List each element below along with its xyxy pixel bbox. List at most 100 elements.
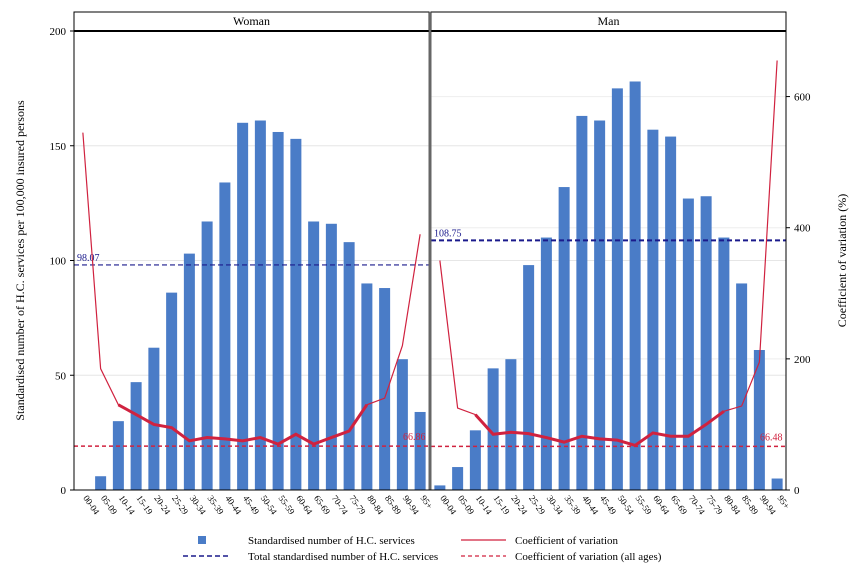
bar [558,187,570,490]
bar [594,120,606,490]
panel-title: Woman [233,14,270,28]
bar [219,182,231,490]
x-tick-label: 85-89 [383,493,404,516]
x-tick-label: 45-49 [241,493,262,516]
bar [148,347,160,490]
bar [396,359,408,490]
x-tick-label: 15-19 [134,493,155,516]
bar [540,237,552,490]
bar [487,368,499,490]
bar [130,382,142,490]
x-tick-label: 95+ [418,493,434,510]
x-tick-label: 50-54 [616,493,637,516]
x-tick-label: 30-34 [188,493,209,516]
x-tick-label: 25-29 [170,493,191,516]
y-tick-label: 50 [55,370,67,382]
x-tick-label: 90-94 [401,493,422,516]
bar [414,411,426,490]
cv-all-label: 66.86 [403,432,426,443]
y-tick-label: 0 [61,485,67,497]
bar [434,485,446,490]
x-tick-label: 20-24 [509,493,530,516]
bar [452,467,464,490]
x-tick-label: 00-04 [81,493,102,516]
x-tick-label: 60-64 [651,493,672,516]
y-tick-label: 150 [50,141,67,153]
y2-tick-label: 400 [794,223,811,235]
x-tick-label: 75-79 [347,493,368,516]
y2-tick-label: 200 [794,354,811,366]
legend-label-bars: Standardised number of H.C. services [248,535,415,547]
bar [611,88,623,490]
bar [647,129,659,490]
x-tick-label: 70-74 [330,493,351,516]
cv-line-thick [474,410,725,448]
y-axis-title: Standardised number of H.C. services per… [13,100,27,421]
x-tick-label: 55-59 [633,493,654,516]
bar [718,237,730,490]
x-tick-label: 40-44 [223,493,244,516]
cv-all-label: 66.48 [760,432,783,443]
legend-swatch-bars [198,536,206,544]
bar [290,138,302,491]
x-tick-label: 35-39 [205,493,226,516]
bar [753,350,765,490]
bar [771,478,783,490]
legend-label-cv: Coefficient of variation [515,535,619,547]
x-tick-label: 50-54 [259,493,280,516]
x-tick-label: 00-04 [438,493,459,516]
bar [379,288,391,490]
y-tick-label: 200 [50,26,67,38]
x-tick-label: 45-49 [598,493,619,516]
x-tick-label: 60-64 [294,493,315,516]
legend-label-total: Total standardised number of H.C. servic… [248,551,438,563]
bar [95,476,107,490]
y2-tick-label: 0 [794,485,800,497]
x-tick-label: 10-14 [474,493,495,516]
x-tick-label: 85-89 [740,493,761,516]
bar [254,120,266,490]
bar [112,421,124,490]
bar [201,221,213,491]
x-tick-label: 95+ [775,493,791,510]
bar [308,221,320,491]
bar [183,253,195,490]
x-tick-label: 35-39 [562,493,583,516]
bar [523,265,535,490]
x-tick-label: 55-59 [276,493,297,516]
x-tick-label: 40-44 [580,493,601,516]
bar [343,242,355,490]
bar [325,223,337,490]
x-tick-label: 80-84 [365,493,386,516]
total-label: 108.75 [434,228,462,239]
y2-axis-title: Coefficient of variation (%) [835,194,849,327]
bar [272,131,284,491]
x-tick-label: 30-34 [545,493,566,516]
cv-line-thick [117,403,369,446]
y2-tick-label: 600 [794,92,811,104]
x-tick-label: 90-94 [758,493,779,516]
bar [682,198,694,490]
legend-label-cv-all: Coefficient of variation (all ages) [515,551,662,563]
bar [505,359,517,490]
bar [237,122,249,491]
bar [629,81,641,491]
bar [166,292,178,490]
x-tick-label: 65-69 [312,493,333,516]
panel-title: Man [598,14,620,28]
x-tick-label: 10-14 [117,493,138,516]
bar [361,283,373,490]
x-tick-label: 25-29 [527,493,548,516]
bar [469,430,481,490]
bar [700,196,712,491]
y-tick-label: 100 [50,256,67,268]
x-tick-label: 75-79 [704,493,725,516]
x-tick-label: 65-69 [669,493,690,516]
x-tick-label: 05-09 [99,493,120,516]
x-tick-label: 70-74 [687,493,708,516]
total-label: 98.07 [77,253,100,264]
bar [736,283,748,490]
x-tick-label: 15-19 [491,493,512,516]
